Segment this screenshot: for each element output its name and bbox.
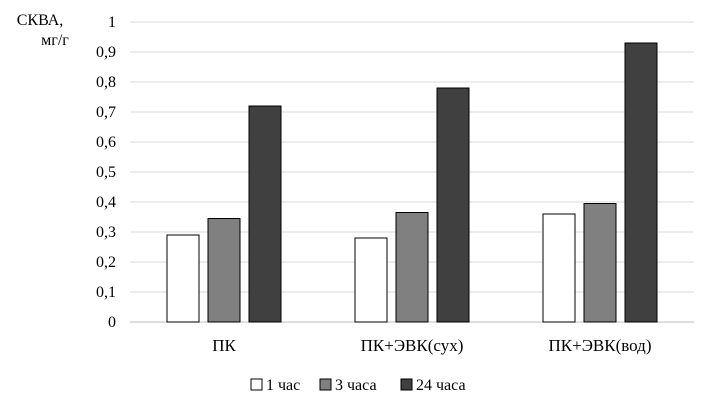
y-tick-label: 0,8 [96,74,116,91]
y-axis-label-line-1: СКВА, [17,12,64,29]
legend-label: 1 час [266,377,300,394]
y-tick-label: 0 [108,314,116,331]
bar-3-1 [248,105,282,323]
y-tick-label: 0,9 [96,44,116,61]
y-axis-label-line-2: мг/г [41,32,69,49]
bar-1-2 [354,237,388,323]
bars [166,42,658,323]
y-tick-label: 0,3 [96,224,116,241]
y-tick-label: 0,2 [96,254,116,271]
bar-3-3 [624,42,658,323]
bar-3-2 [436,87,470,323]
bar-2-3 [583,203,617,323]
x-category-label: ПК [212,336,236,355]
y-axis-ticks: 0 0,1 0,2 0,3 0,4 0,5 0,6 0,7 0,8 0,9 1 [96,14,116,331]
x-axis-labels: ПК ПК+ЭВК(сух) ПК+ЭВК(вод) [212,336,651,355]
y-tick-label: 0,7 [96,104,116,121]
bar-1-1 [166,234,200,323]
legend-label: 24 часа [416,377,466,394]
bar-1-3 [542,213,576,323]
y-tick-label: 1 [108,14,116,31]
bar-2-2 [395,212,429,323]
x-category-label: ПК+ЭВК(вод) [549,336,652,355]
x-category-label: ПК+ЭВК(сух) [361,336,464,355]
y-tick-label: 0,5 [96,164,116,181]
legend-swatch [250,378,263,391]
y-axis-label: СКВА, мг/г [17,12,70,49]
bar-2-1 [207,218,241,323]
y-tick-label: 0,6 [96,134,116,151]
legend: 1 час 3 часа 24 часа [250,377,466,394]
y-tick-label: 0,4 [96,194,116,211]
legend-label: 3 часа [335,377,377,394]
legend-swatch [319,378,332,391]
y-tick-label: 0,1 [96,284,116,301]
legend-swatch [400,378,413,391]
